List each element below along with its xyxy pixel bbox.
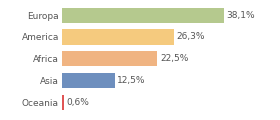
Bar <box>62 95 64 110</box>
Bar <box>62 8 224 23</box>
Bar <box>62 73 115 88</box>
Text: 26,3%: 26,3% <box>176 33 205 42</box>
Text: 38,1%: 38,1% <box>226 11 255 20</box>
Text: 22,5%: 22,5% <box>160 54 188 63</box>
Bar <box>62 51 157 66</box>
Text: 12,5%: 12,5% <box>117 76 146 85</box>
Bar <box>62 29 174 45</box>
Text: 0,6%: 0,6% <box>67 98 90 107</box>
